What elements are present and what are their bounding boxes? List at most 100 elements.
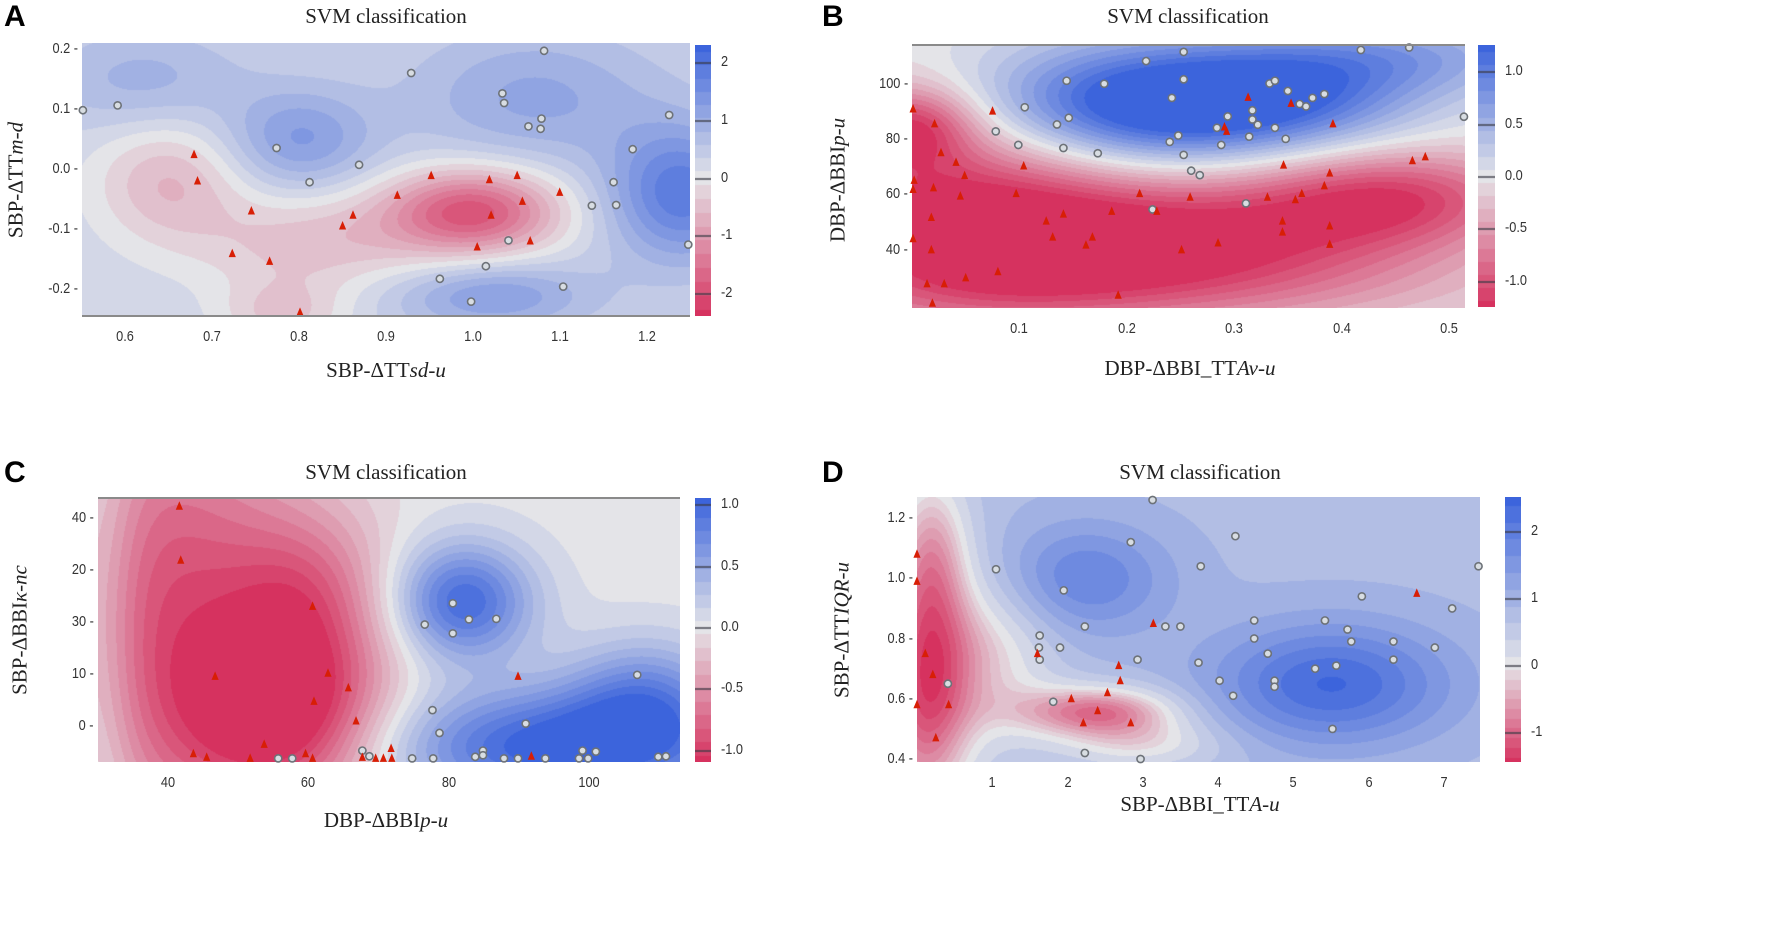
point-circle [448,598,458,608]
y-tick-label: 0.4 - [887,749,913,767]
y-axis-label-subscript: m-d [3,121,28,155]
colorbar-tick-label: 1 [1531,588,1539,606]
point-circle [1034,643,1044,652]
point-circle [1136,754,1145,764]
point-triangle [1220,121,1229,131]
point-triangle [427,170,435,180]
point-triangle [349,210,357,219]
point-triangle [1127,717,1135,727]
point-triangle [1223,126,1231,135]
point-triangle [1278,216,1287,225]
point-circle [1308,93,1317,103]
colorbar [1478,45,1495,307]
point-triangle [930,118,939,128]
point-circle [1080,622,1090,631]
point-circle [1196,561,1206,571]
point-triangle [301,748,310,758]
point-circle [1404,43,1414,52]
point-circle [1059,143,1068,153]
point-triangle [928,298,937,307]
point-circle [1474,561,1483,571]
point-circle [1055,643,1065,652]
colorbar-gradient [1478,45,1495,307]
point-circle [1328,724,1337,734]
y-tick-label: 1.0 - [887,569,913,587]
colorbar-tick-label: -1.0 [1505,271,1527,289]
point-triangle [379,753,387,762]
point-triangle [962,272,970,282]
y-tick-label: -0.1 - [48,220,78,237]
x-tick-label: 0.4 [1332,320,1351,337]
y-axis-label: SBP-ΔBBIκ-nc [8,565,33,695]
x-tick-label: 1.2 [637,328,656,345]
point-circle [628,144,638,154]
x-tick-label: 100 [578,774,600,791]
point-circle [406,68,416,78]
point-circle [1389,637,1398,646]
colorbar-gradient [695,45,711,316]
point-circle [364,751,374,761]
point-triangle [193,176,202,185]
plot-area [913,495,1483,764]
colorbar [1505,497,1521,762]
point-circle [1133,655,1142,665]
colorbar-tick-label: -0.5 [721,679,743,697]
x-axis-label-subscript: sd-u [409,358,446,382]
point-triangle [929,182,938,192]
point-circle [78,105,88,115]
scatter-points [909,43,1469,307]
colorbar-tick-label: 0 [1531,655,1539,673]
point-circle [1357,591,1367,601]
chart-title: SVM classification [1107,4,1269,28]
point-circle [1244,132,1254,142]
point-triangle [246,753,254,762]
point-triangle [961,170,969,180]
panel-letter: B [822,0,844,33]
x-axis-label: SBP-ΔBBI_TTA-u [1120,792,1279,817]
point-circle [1459,112,1469,122]
point-triangle [527,751,535,760]
point-circle [428,705,437,715]
y-axis-label: SBP-ΔTTm-d [4,122,29,238]
point-circle [1059,585,1069,595]
point-triangle [1020,160,1028,170]
x-axis-label-subscript: Av-u [1237,356,1276,380]
point-triangle [190,149,198,159]
point-triangle [324,668,332,677]
axis-edge [912,44,1465,46]
point-triangle [1012,188,1020,198]
y-tick-label: 30 - [72,612,94,630]
colorbar [695,498,711,762]
point-circle [1270,76,1280,86]
point-circle [1179,74,1189,84]
point-circle [1270,676,1279,686]
y-axis-label-main: SBP-ΔTT [829,614,854,699]
point-circle [1343,625,1352,634]
x-tick-label: 40 [161,774,176,791]
point-triangle [485,174,493,184]
point-circle [1093,148,1103,158]
point-triangle [1049,232,1057,241]
point-triangle [1408,155,1416,165]
point-circle [587,201,597,210]
colorbar-tick-label: -1 [721,226,733,244]
point-circle [1035,655,1045,665]
point-triangle [913,549,921,558]
point-triangle [1042,216,1050,225]
x-tick-label: 1.0 [463,328,482,345]
point-circle [1230,531,1240,541]
point-circle [536,124,546,134]
point-triangle [266,256,274,265]
point-triangle [1094,705,1102,715]
y-axis-label-subscript: κ-nc [7,565,32,603]
point-circle [574,753,584,763]
y-tick-label: 1.2 - [887,509,913,527]
point-triangle [203,752,211,761]
point-circle [1179,150,1189,160]
point-circle [1265,79,1274,88]
point-circle [1186,166,1196,176]
point-triangle [228,248,236,258]
point-circle [1126,537,1136,547]
point-circle [611,200,621,210]
y-tick-label: 0.1 - [52,100,78,117]
